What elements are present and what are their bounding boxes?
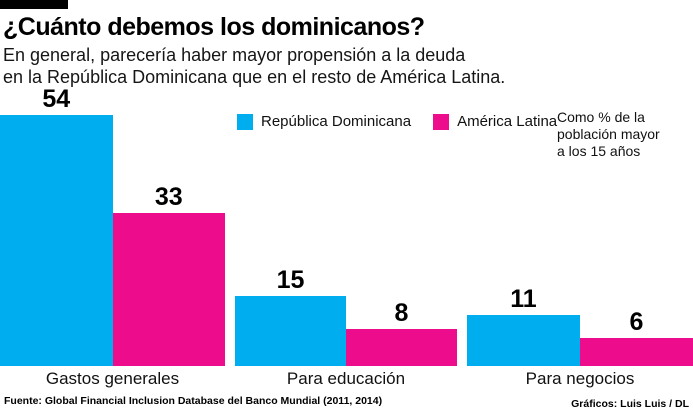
- bar-value-label: 15: [276, 266, 305, 294]
- bars-area: 54 33 15 8 11 6: [0, 85, 693, 366]
- unit-note: Como % de la población mayor a los 15 añ…: [557, 109, 689, 160]
- bar-group-gastos-generales: 54 33: [0, 85, 225, 366]
- bar-value-label: 33: [154, 183, 183, 211]
- subtitle-line-1: En general, parecería haber mayor propen…: [3, 45, 466, 65]
- legend-label: América Latina: [457, 113, 558, 130]
- top-rule-bar: [0, 0, 68, 9]
- category-label: Gastos generales: [45, 369, 180, 388]
- bar-america-latina: [580, 338, 693, 366]
- bar-republica-dominicana: [235, 296, 346, 366]
- subtitle-line-2: en la República Dominicana que en el res…: [3, 67, 506, 87]
- bar-value-label: 54: [42, 85, 71, 113]
- bar-value-label: 6: [629, 308, 644, 336]
- bar-republica-dominicana: [0, 115, 113, 366]
- bar-america-latina: [346, 329, 457, 366]
- bar-value-label: 11: [510, 285, 537, 313]
- legend-item-america-latina: América Latina: [433, 113, 557, 130]
- bar-america-latina: [112, 213, 225, 366]
- chart-legend: República Dominicana América Latina: [237, 113, 557, 130]
- source-credit: Fuente: Global Financial Inclusion Datab…: [4, 395, 383, 407]
- category-label: Para negocios: [525, 369, 635, 388]
- page-title: ¿Cuánto debemos los dominicanos?: [3, 13, 425, 41]
- unit-note-line-1: Como % de la: [557, 109, 645, 125]
- legend-item-republica-dominicana: República Dominicana: [237, 113, 411, 130]
- legend-swatch-cyan: [237, 113, 253, 130]
- bar-republica-dominicana: [467, 315, 580, 366]
- bar-group-para-educacion: 15 8: [235, 90, 457, 366]
- bar-group-para-negocios: 11 6: [467, 90, 693, 366]
- category-label: Para educación: [286, 369, 406, 388]
- unit-note-line-2: población mayor: [557, 126, 660, 142]
- category-labels: Gastos generales Para educación Para negoc…: [0, 369, 693, 389]
- legend-swatch-magenta: [433, 113, 450, 130]
- unit-note-line-3: a los 15 años: [557, 143, 641, 159]
- graphics-credit: Gráficos: Luis Luis / DL: [571, 398, 689, 410]
- chart-subtitle: En general, parecería haber mayor propen…: [3, 44, 505, 88]
- legend-label: República Dominicana: [261, 113, 412, 130]
- bar-value-label: 8: [394, 299, 409, 327]
